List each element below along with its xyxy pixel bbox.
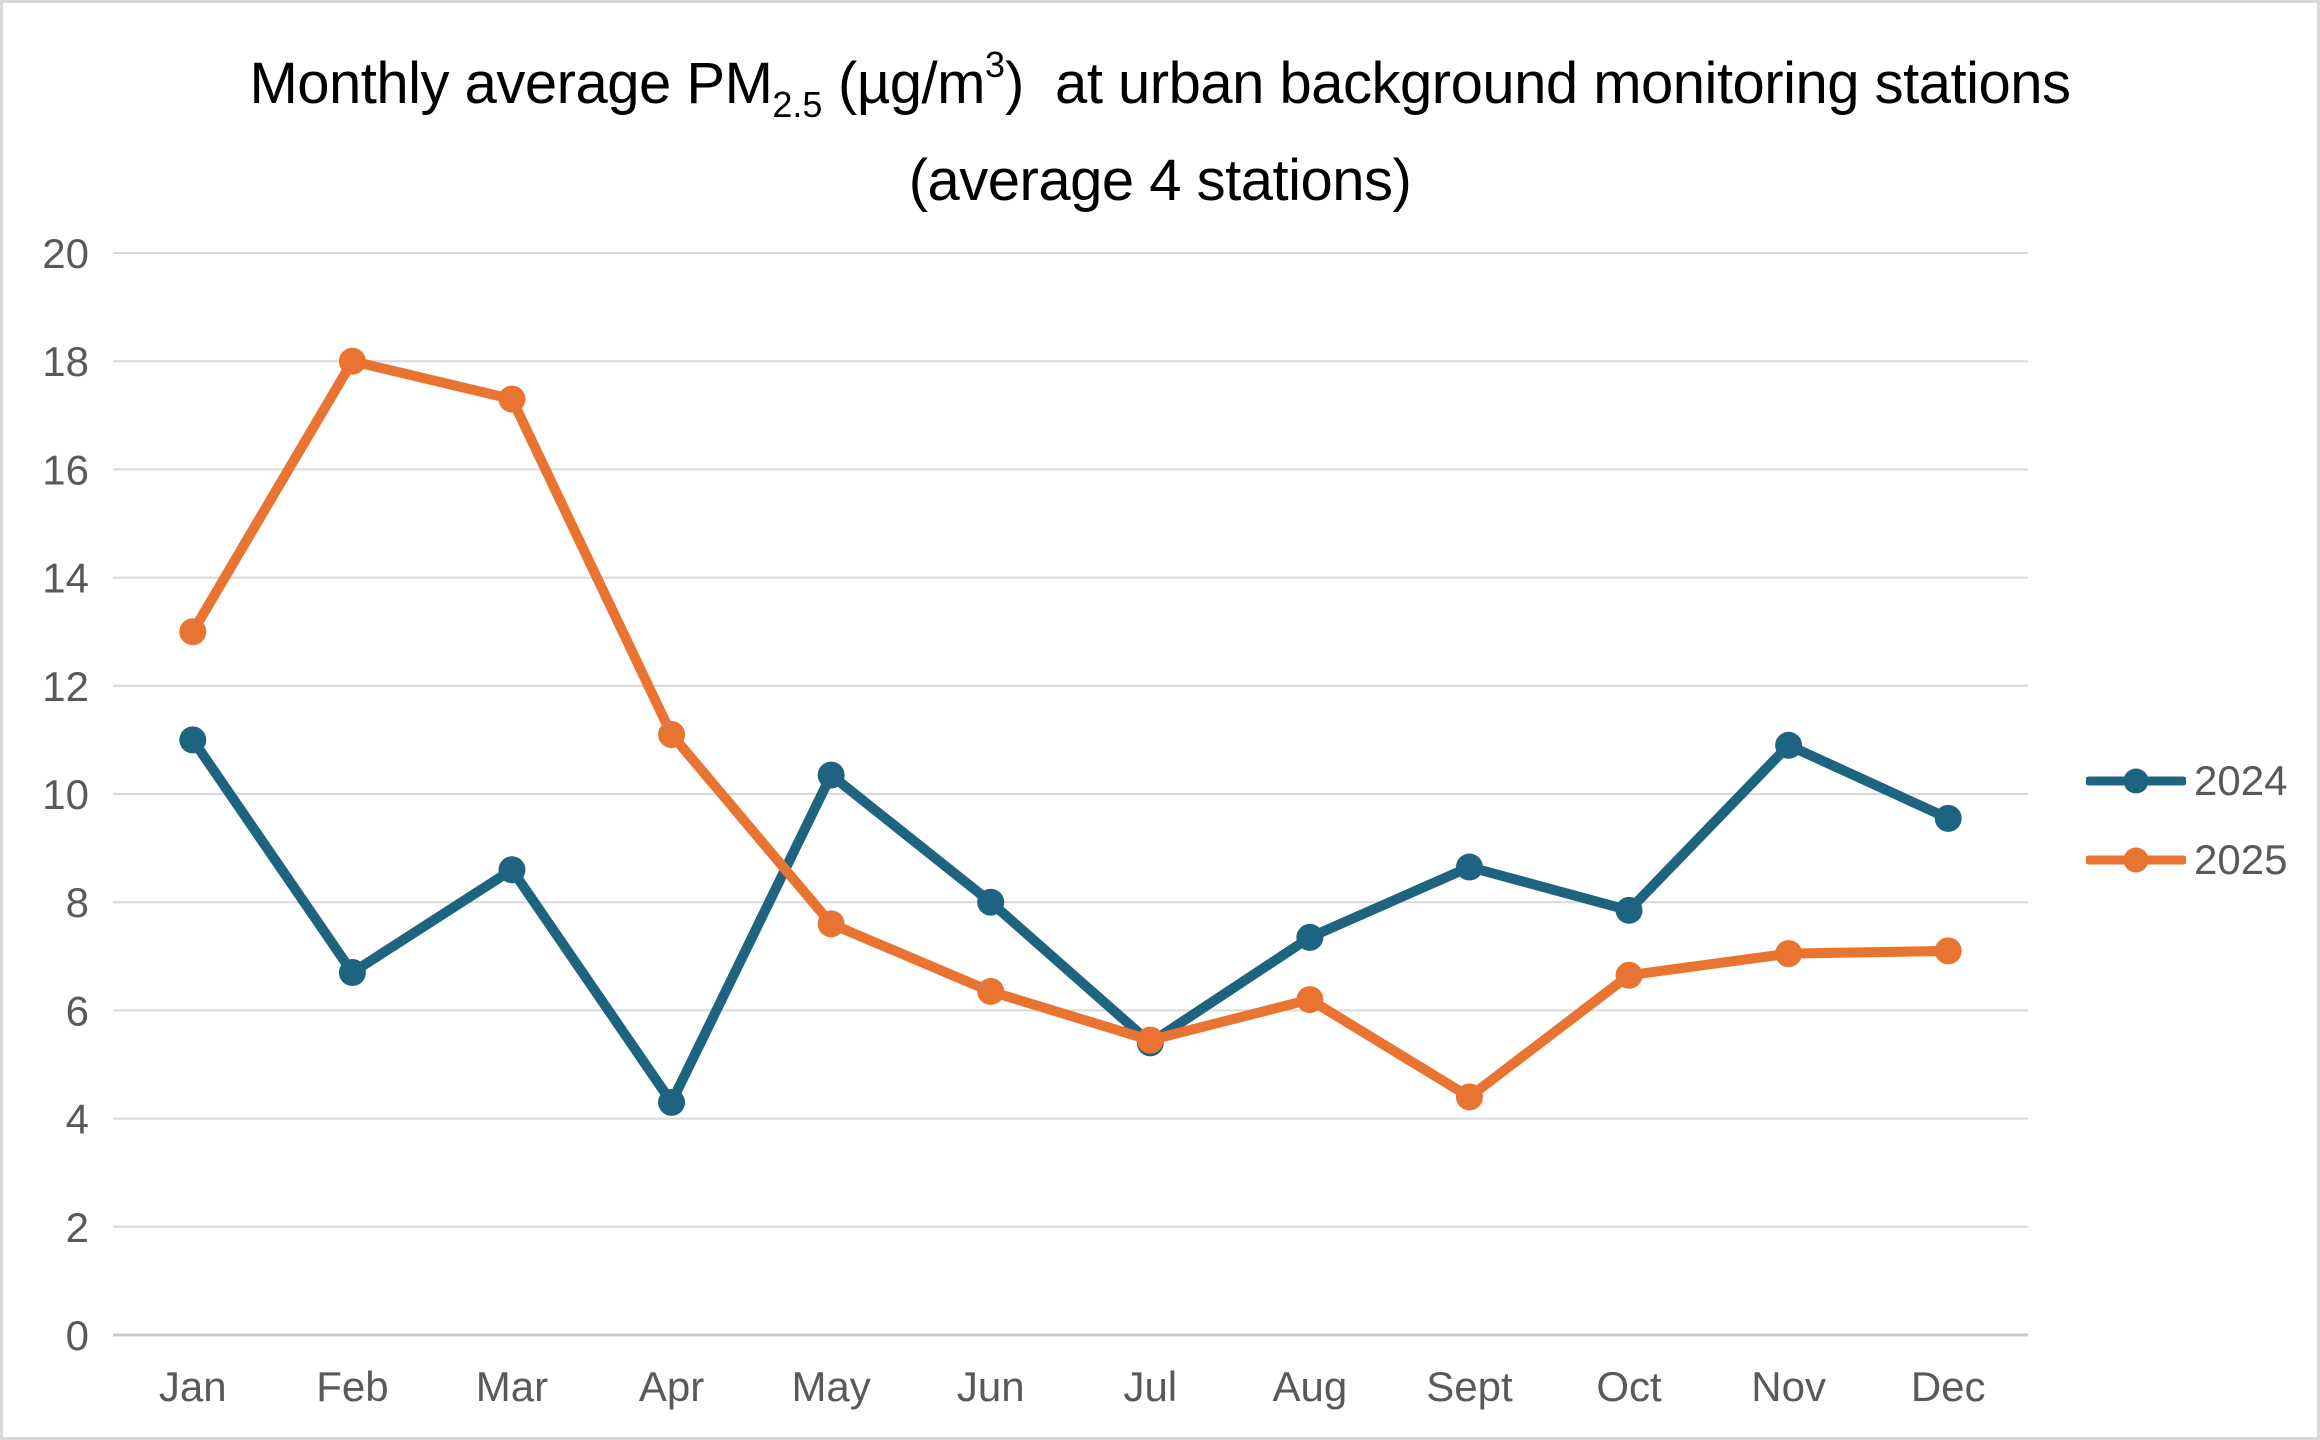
marker-2025-Oct [1615,961,1643,989]
series-line-2024 [187,734,1954,1108]
marker-2024-Oct [1615,896,1643,924]
legend-swatch-2024 [2086,768,2186,794]
marker-2025-Jun [977,977,1005,1005]
x-tick-label-Apr: Apr [639,1363,704,1410]
marker-2024-Jun [977,888,1005,916]
series-line-2025 [187,356,1954,1102]
title-subscript: 2.5 [772,84,823,125]
marker-2025-Feb [338,347,366,375]
marker-2025-Aug [1296,986,1324,1014]
marker-2024-Aug [1296,923,1324,951]
y-tick-label-2: 2 [66,1204,89,1251]
legend-swatch-2025 [2086,847,2186,873]
title-superscript: 3 [984,44,1006,85]
marker-2025-Apr [658,720,686,748]
marker-2024-Dec [1934,804,1962,832]
y-tick-label-12: 12 [42,663,89,710]
y-tick-label-8: 8 [66,879,89,926]
legend-entry-2025: 2025 [2086,832,2287,888]
x-tick-label-Jan: Jan [159,1363,227,1410]
x-tick-label-May: May [791,1363,870,1410]
title-text: Monthly average PM [249,51,773,116]
marker-2024-Nov [1775,731,1803,759]
marker-2025-Nov [1775,940,1803,968]
chart-title-line2: (average 4 stations) [908,148,1412,213]
y-tick-label-6: 6 [66,987,89,1034]
x-tick-label-Oct: Oct [1596,1363,1662,1410]
x-tick-label-Feb: Feb [316,1363,388,1410]
x-tick-label-Jun: Jun [957,1363,1025,1410]
x-tick-label-Mar: Mar [476,1363,548,1410]
title-text: (µg/m [822,51,985,116]
marker-2025-Sept [1455,1083,1483,1111]
legend-entry-2024: 2024 [2086,753,2287,809]
marker-2025-Dec [1934,937,1962,965]
y-tick-label-18: 18 [42,338,89,385]
chart-title-line1: Monthly average PM2.5 (µg/m3) at urban b… [3,27,2317,143]
marker-2024-Sept [1455,853,1483,881]
y-tick-label-10: 10 [42,771,89,818]
marker-2024-Jan [179,726,207,754]
x-tick-label-Dec: Dec [1911,1363,1986,1410]
y-tick-label-16: 16 [42,446,89,493]
marker-2024-Feb [338,959,366,987]
legend-label-2025: 2025 [2194,836,2288,883]
x-tick-label-Nov: Nov [1751,1363,1826,1410]
x-tick-label-Aug: Aug [1273,1363,1348,1410]
legend-marker-icon [2123,768,2149,794]
marker-2024-May [817,761,845,789]
marker-2025-May [817,910,845,938]
y-tick-label-14: 14 [42,555,89,602]
legend-marker-icon [2123,847,2149,873]
chart-title: Monthly average PM2.5 (µg/m3) at urban b… [3,27,2317,219]
x-tick-label-Sept: Sept [1426,1363,1513,1410]
y-tick-label-20: 20 [42,230,89,277]
marker-2024-Mar [498,856,526,884]
title-text: ) at urban background monitoring station… [1005,51,2071,116]
marker-2025-Jan [179,618,207,646]
marker-2024-Apr [658,1088,686,1116]
marker-2025-Mar [498,385,526,413]
marker-2025-Jul [1136,1026,1164,1054]
y-tick-label-0: 0 [66,1312,89,1359]
line-chart-plot-area: 0 2 4 6 8 10 12 14 16 18 20 Jan Feb Mar Apr May Jun Jul Au… [42,230,2028,1410]
y-tick-label-4: 4 [66,1096,89,1143]
legend-label-2024: 2024 [2194,757,2288,804]
x-tick-label-Jul: Jul [1123,1363,1177,1410]
